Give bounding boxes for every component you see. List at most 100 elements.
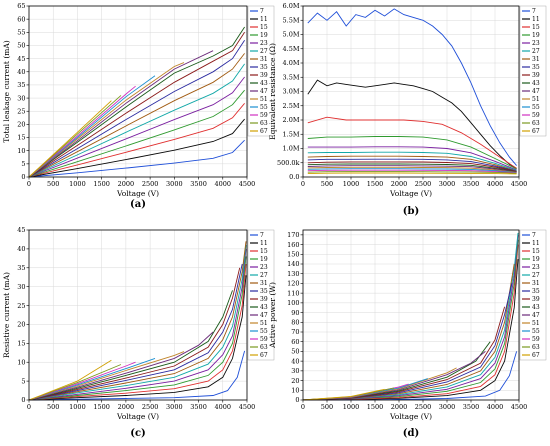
y-tick-label: 90 bbox=[291, 309, 299, 317]
x-tick-label: 1000 bbox=[343, 403, 360, 411]
x-tick-label: 500 bbox=[321, 180, 333, 188]
legend-entry-35: 35 bbox=[260, 288, 268, 295]
panel-label: (b) bbox=[403, 206, 419, 217]
x-tick-label: 3000 bbox=[439, 403, 456, 411]
x-tick-label: 4500 bbox=[511, 180, 528, 188]
series-line-27 bbox=[302, 232, 519, 401]
x-tick-label: 4500 bbox=[511, 403, 528, 411]
legend-entry-27: 27 bbox=[532, 48, 540, 55]
series-line-51 bbox=[307, 166, 517, 173]
y-tick-label: 35 bbox=[17, 81, 25, 89]
series-line-7 bbox=[28, 139, 245, 178]
x-tick-label: 2000 bbox=[118, 403, 135, 411]
series-line-19 bbox=[28, 256, 247, 401]
legend-box bbox=[247, 229, 275, 361]
series-line-27 bbox=[28, 245, 247, 401]
legend-box bbox=[519, 5, 547, 137]
plot-area bbox=[29, 230, 247, 400]
legend-entry-23: 23 bbox=[532, 264, 540, 271]
y-tick-label: 1.0M bbox=[283, 145, 300, 153]
x-axis-label: Voltage (V) bbox=[389, 189, 432, 198]
y-axis-label: Total leakage current (mA) bbox=[2, 40, 11, 142]
x-tick-label: 3000 bbox=[439, 180, 456, 188]
y-tick-label: 0 bbox=[21, 396, 25, 404]
legend-entry-59: 59 bbox=[532, 336, 540, 343]
series-line-15 bbox=[307, 116, 517, 169]
y-tick-label: 160 bbox=[287, 241, 299, 249]
legend-entry-63: 63 bbox=[260, 344, 268, 351]
x-tick-label: 0 bbox=[301, 403, 305, 411]
x-tick-label: 1000 bbox=[69, 180, 86, 188]
legend-entry-51: 51 bbox=[260, 320, 268, 327]
y-tick-label: 3.5M bbox=[283, 73, 300, 81]
x-tick-label: 2500 bbox=[415, 403, 432, 411]
y-tick-label: 20 bbox=[17, 121, 25, 129]
x-tick-label: 3500 bbox=[463, 403, 480, 411]
legend-entry-47: 47 bbox=[260, 312, 268, 319]
y-tick-label: 0 bbox=[21, 173, 25, 181]
legend-entry-31: 31 bbox=[532, 56, 540, 63]
y-tick-label: 65 bbox=[17, 2, 25, 10]
series-line-39 bbox=[307, 161, 517, 173]
series-line-35 bbox=[307, 158, 517, 172]
y-tick-label: 55 bbox=[17, 29, 25, 37]
y-tick-label: 5.0M bbox=[283, 31, 300, 39]
legend-entry-67: 67 bbox=[260, 352, 268, 359]
y-tick-label: 30 bbox=[17, 283, 25, 291]
legend-entry-35: 35 bbox=[532, 288, 540, 295]
y-tick-label: 70 bbox=[291, 328, 299, 336]
legend-entry-19: 19 bbox=[532, 32, 540, 39]
legend-entry-39: 39 bbox=[260, 72, 268, 79]
series-line-59 bbox=[307, 169, 517, 174]
plot-area bbox=[303, 230, 519, 400]
legend-entry-55: 55 bbox=[260, 328, 268, 335]
series-line-15 bbox=[28, 103, 245, 178]
series-line-47 bbox=[307, 165, 517, 173]
legend-entry-43: 43 bbox=[532, 80, 540, 87]
legend-entry-15: 15 bbox=[532, 24, 540, 31]
y-tick-label: 3.0M bbox=[283, 88, 300, 96]
legend-box bbox=[247, 5, 275, 137]
legend-entry-47: 47 bbox=[532, 88, 540, 95]
x-tick-label: 4000 bbox=[215, 403, 232, 411]
legend-entry-11: 11 bbox=[532, 16, 540, 23]
legend-entry-63: 63 bbox=[260, 120, 268, 127]
legend-entry-7: 7 bbox=[260, 8, 264, 15]
x-tick-label: 500 bbox=[47, 180, 59, 188]
legend-entry-55: 55 bbox=[260, 104, 268, 111]
legend-entry-11: 11 bbox=[260, 16, 268, 23]
y-tick-label: 80 bbox=[291, 318, 299, 326]
legend-entry-19: 19 bbox=[260, 256, 268, 263]
series-line-35 bbox=[28, 263, 243, 401]
x-tick-label: 4000 bbox=[487, 403, 504, 411]
legend-entry-23: 23 bbox=[260, 264, 268, 271]
y-tick-label: 5.5M bbox=[283, 16, 300, 24]
legend-entry-63: 63 bbox=[532, 344, 540, 351]
series-line-59 bbox=[28, 85, 136, 178]
series-line-23 bbox=[28, 76, 245, 178]
y-axis-label: Active power (W) bbox=[268, 282, 277, 349]
y-tick-label: 2.5M bbox=[283, 102, 300, 110]
series-line-63 bbox=[307, 171, 517, 174]
legend-entry-43: 43 bbox=[260, 304, 268, 311]
y-tick-label: 0 bbox=[295, 396, 299, 404]
legend-entry-43: 43 bbox=[260, 80, 268, 87]
legend-entry-27: 27 bbox=[532, 272, 540, 279]
y-tick-label: 110 bbox=[287, 289, 299, 297]
series-line-27 bbox=[28, 63, 245, 178]
axis-frame bbox=[28, 5, 248, 178]
series-line-51 bbox=[28, 62, 185, 178]
y-tick-label: 6.0M bbox=[283, 2, 300, 10]
series-line-15 bbox=[28, 263, 247, 401]
axis-frame bbox=[28, 229, 248, 401]
chart-panel-d: 0 500 1000 1500 2000 2500 3000 3500 4000 45000102… bbox=[268, 229, 547, 439]
series-line-31 bbox=[28, 53, 245, 178]
axis-frame bbox=[302, 229, 520, 401]
y-tick-label: 40 bbox=[291, 357, 299, 365]
x-tick-label: 2500 bbox=[142, 403, 159, 411]
chart-panel-c: 0 500 1000 1500 2000 2500 3000 3500 4000 4500 0 5 10… bbox=[2, 226, 275, 439]
series-line-59 bbox=[28, 361, 136, 401]
